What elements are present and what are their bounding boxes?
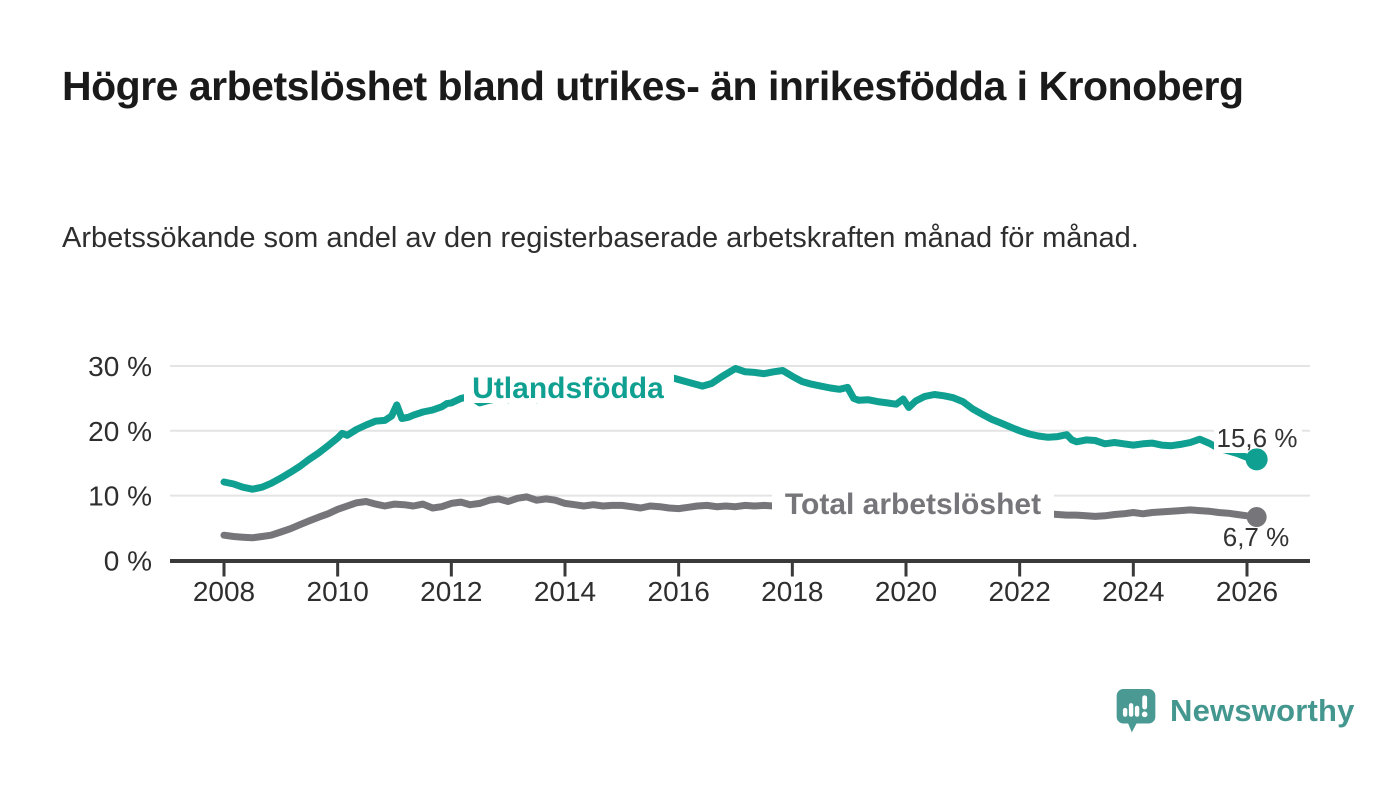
bar-tall (1128, 703, 1134, 717)
series-label-0: Utlandsfödda (472, 372, 664, 405)
x-tick-label-2010: 2010 (307, 576, 369, 607)
y-tick-label-30: 30 % (88, 351, 152, 382)
exclamation-dot (1141, 711, 1148, 718)
end-label-halo-0 (1214, 421, 1302, 453)
end-label-0: 15,6 % (1217, 423, 1298, 453)
x-tick-label-2020: 2020 (875, 576, 937, 607)
chart-subtitle: Arbetssökande som andel av den registerb… (62, 222, 1139, 254)
newsworthy-logo: Newsworthy (1115, 688, 1355, 734)
series-line-0 (220, 365, 1261, 493)
series-label-halo-0 (464, 370, 674, 403)
x-tick-label-2014: 2014 (534, 576, 596, 607)
end-dot-0 (1245, 448, 1268, 471)
x-tick-label-2008: 2008 (193, 576, 255, 607)
series-label-halo-1 (772, 485, 1054, 522)
bar-small (1122, 707, 1128, 717)
x-tick-label-2012: 2012 (420, 576, 482, 607)
x-tick-label-2026: 2026 (1216, 576, 1278, 607)
end-dot-1 (1246, 507, 1267, 528)
x-tick-label-2016: 2016 (648, 576, 710, 607)
chart-title: Högre arbetslöshet bland utrikes- än inr… (62, 63, 1244, 109)
exclamation-stem (1142, 695, 1148, 710)
y-tick-label-20: 20 % (88, 416, 152, 447)
y-tick-label-0: 0 % (104, 546, 152, 577)
series-line-1 (220, 493, 1261, 542)
bar-medium (1134, 705, 1140, 717)
end-label-1: 6,7 % (1223, 522, 1290, 552)
series-label-1: Total arbetslöshet (785, 488, 1041, 521)
x-tick-label-2018: 2018 (761, 576, 823, 607)
newsworthy-logo-text: Newsworthy (1170, 693, 1355, 728)
newsworthy-bubble-chart-icon (1116, 689, 1156, 733)
x-tick-label-2024: 2024 (1102, 576, 1164, 607)
y-tick-label-10: 10 % (88, 481, 152, 512)
x-tick-label-2022: 2022 (989, 576, 1051, 607)
